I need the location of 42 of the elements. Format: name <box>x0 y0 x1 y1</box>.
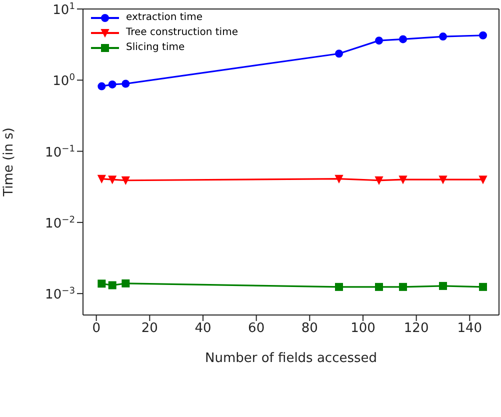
point <box>375 282 383 291</box>
point <box>98 82 106 90</box>
x-tick-label: 120 <box>404 321 429 336</box>
x-tick-label: 140 <box>457 321 482 336</box>
point <box>479 282 487 291</box>
point <box>98 174 106 183</box>
x-tick-label: 0 <box>92 321 100 336</box>
point <box>399 176 407 184</box>
point <box>439 176 447 184</box>
x-tick-label: 20 <box>141 321 158 336</box>
y-tick-label: 10$^{1}$ <box>52 2 75 18</box>
point <box>108 176 116 184</box>
point <box>479 31 487 40</box>
point <box>439 282 447 290</box>
point <box>335 50 343 58</box>
point <box>375 36 383 45</box>
x-tick-label: 40 <box>194 321 212 336</box>
legend-label: Tree construction time <box>126 26 238 40</box>
point <box>479 176 487 184</box>
y-tick-label: 10$^{0}$ <box>52 73 76 90</box>
x-axis-title: Number of fields accessed <box>204 351 378 366</box>
y-tick-label: 10$^{−2}$ <box>45 215 75 232</box>
y-axis-title: Time (in s) <box>2 128 17 198</box>
point <box>122 80 130 88</box>
point <box>108 80 116 88</box>
y-tick-label: 10$^{−3}$ <box>45 286 76 303</box>
point <box>335 282 343 291</box>
point <box>335 174 343 183</box>
x-tick-label: 80 <box>301 321 318 336</box>
x-tick-label: 60 <box>248 321 265 336</box>
point <box>375 176 383 184</box>
point <box>122 176 130 184</box>
point <box>122 279 130 288</box>
point <box>399 282 407 291</box>
x-tick-label: 100 <box>350 321 376 336</box>
legend-label: extraction time <box>126 11 202 25</box>
point <box>98 280 106 288</box>
point <box>399 35 407 44</box>
y-tick-label: 10$^{−1}$ <box>45 144 75 160</box>
legend-label: Slicing time <box>126 41 185 55</box>
point <box>108 281 116 290</box>
point <box>439 32 447 41</box>
